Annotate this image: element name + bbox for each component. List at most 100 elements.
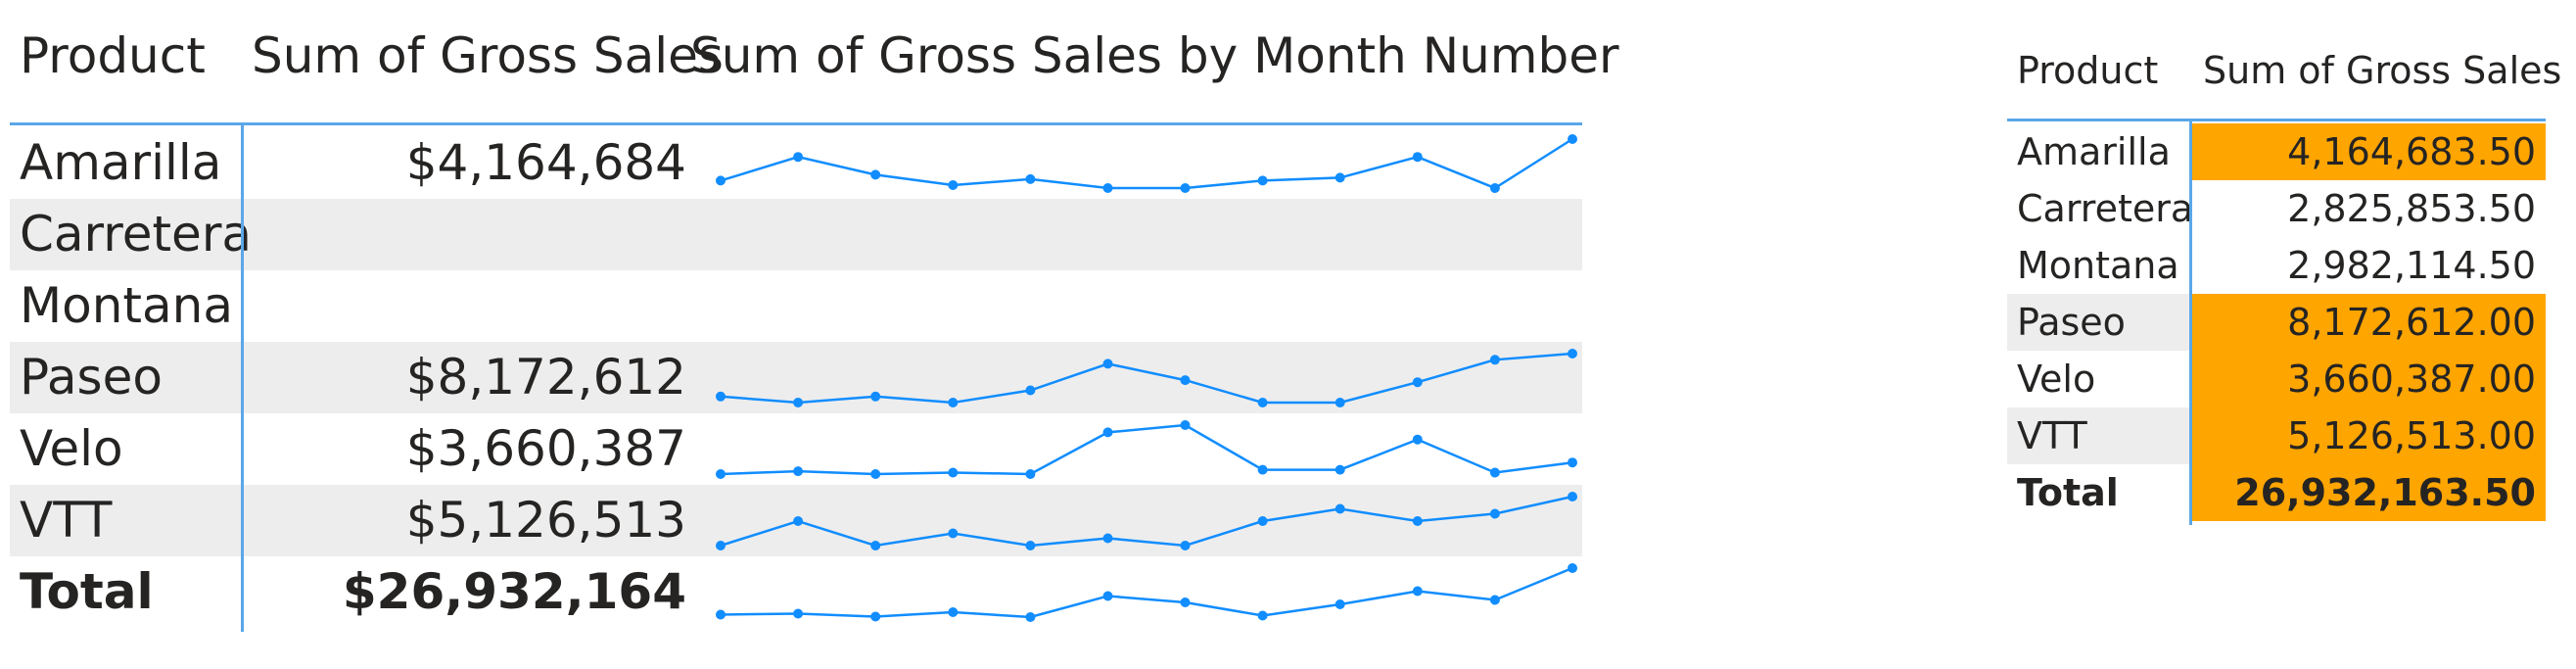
sparkline[interactable]: [711, 485, 1582, 556]
gross-sales-cell: $8,172,612: [245, 342, 686, 413]
sparkline-table: Product Sum of Gross Sales Sum of Gross …: [10, 0, 1582, 669]
product-cell: Carretera: [2007, 180, 2189, 237]
sparkline-point: [870, 469, 880, 479]
column-header-sum-of-gross-sales[interactable]: Sum of Gross Sales: [252, 27, 724, 84]
sparkline-line: [721, 425, 1572, 474]
total-row[interactable]: Total 26,932,163.50: [2007, 464, 2546, 521]
column-header-product[interactable]: Product: [2017, 49, 2158, 92]
header-divider: [2007, 119, 2546, 121]
sparkline-point: [1103, 358, 1113, 368]
table-row[interactable]: Velo 3,660,387.00: [2007, 351, 2546, 407]
header-divider: [10, 122, 1582, 125]
sparkline-point: [1490, 183, 1500, 193]
sparkline-line: [721, 497, 1572, 546]
sparkline-point: [716, 541, 726, 550]
gross-sales-cell: [245, 199, 686, 270]
highlighted-sales-cell: 8,172,612.00: [2192, 294, 2546, 351]
sparkline-point: [793, 516, 803, 526]
sparkline-point: [1258, 516, 1268, 526]
sparkline-point: [793, 466, 803, 476]
conditional-format-table: Product Sum of Gross Sales Amarilla 4,164…: [2007, 0, 2546, 669]
product-cell: Paseo: [2007, 294, 2189, 351]
table-row[interactable]: Paseo 8,172,612.00: [2007, 294, 2546, 351]
product-cell: Velo: [20, 413, 123, 485]
column-divider: [241, 122, 244, 632]
product-cell: Amarilla: [2007, 123, 2189, 180]
sparkline-point: [870, 392, 880, 402]
product-cell: Montana: [20, 270, 233, 342]
table-row[interactable]: Velo $3,660,387: [10, 413, 1582, 485]
table-row[interactable]: VTT $5,126,513: [10, 485, 1582, 556]
sparkline-point: [1181, 541, 1191, 550]
sparkline-point: [1258, 611, 1268, 621]
sparkline[interactable]: [711, 556, 1582, 628]
sparkline-point: [1568, 457, 1577, 467]
sparkline-point: [948, 607, 958, 617]
highlighted-sales-cell: 5,126,513.00: [2192, 407, 2546, 464]
total-row[interactable]: Total $26,932,164: [10, 556, 1582, 628]
sparkline-point: [870, 541, 880, 550]
sparkline-point: [716, 175, 726, 185]
sparkline-point: [1335, 504, 1345, 514]
sparkline-point: [1258, 175, 1268, 185]
sparkline-point: [1258, 465, 1268, 475]
sparkline-point: [1025, 612, 1035, 622]
gross-sales-cell: 2,982,114.50: [2192, 237, 2546, 294]
table-row[interactable]: Amarilla $4,164,684: [10, 127, 1582, 199]
sparkline-point: [1413, 435, 1423, 445]
sparkline-point: [1103, 427, 1113, 437]
table-row[interactable]: Montana 2,982,114.50: [2007, 237, 2546, 294]
sparkline-line: [721, 354, 1572, 403]
sparkline[interactable]: [711, 127, 1582, 199]
product-cell: Montana: [2007, 237, 2189, 294]
table-row[interactable]: Carretera: [10, 199, 1582, 270]
product-cell: Total: [20, 556, 154, 628]
product-cell: Amarilla: [20, 127, 221, 199]
sparkline-point: [1568, 134, 1577, 144]
sparkline-point: [948, 180, 958, 190]
sparkline-line: [721, 139, 1572, 188]
product-cell: VTT: [2007, 407, 2189, 464]
product-cell: VTT: [20, 485, 112, 556]
sparkline-point: [716, 392, 726, 402]
sparkline-point: [1568, 492, 1577, 502]
sparkline-point: [1025, 174, 1035, 184]
table-row[interactable]: Carretera 2,825,853.50: [2007, 180, 2546, 237]
sparkline[interactable]: [711, 342, 1582, 413]
sparkline-point: [716, 610, 726, 620]
column-header-sum-of-gross-sales[interactable]: Sum of Gross Sales: [2203, 49, 2561, 92]
sparkline-point: [793, 398, 803, 407]
sparkline-point: [1413, 587, 1423, 597]
table-row[interactable]: Montana: [10, 270, 1582, 342]
sparkline-point: [1181, 597, 1191, 607]
sparkline[interactable]: [711, 413, 1582, 485]
sparkline-point: [948, 529, 958, 539]
product-cell: Velo: [2007, 351, 2189, 407]
sparkline-point: [1103, 592, 1113, 601]
column-header-product[interactable]: Product: [20, 27, 206, 84]
highlighted-sales-cell: 3,660,387.00: [2192, 351, 2546, 407]
sparkline-point: [1413, 152, 1423, 162]
product-cell: Carretera: [20, 199, 252, 270]
table-row[interactable]: VTT 5,126,513.00: [2007, 407, 2546, 464]
sparkline-point: [870, 169, 880, 179]
sparkline-point: [1103, 183, 1113, 193]
product-cell: Total: [2007, 464, 2189, 521]
column-header-sparkline[interactable]: Sum of Gross Sales by Month Number: [690, 27, 1619, 84]
sparkline-point: [870, 612, 880, 622]
sparkline-point: [1181, 183, 1191, 193]
sparkline-point: [1025, 386, 1035, 396]
sparkline-point: [716, 469, 726, 479]
sparkline-point: [948, 398, 958, 407]
gross-sales-cell: $26,932,164: [245, 556, 686, 628]
sparkline-point: [1335, 465, 1345, 475]
sparkline-point: [1335, 172, 1345, 182]
sparkline-point: [1025, 469, 1035, 479]
table-row[interactable]: Amarilla 4,164,683.50: [2007, 123, 2546, 180]
gross-sales-cell: $3,660,387: [245, 413, 686, 485]
gross-sales-cell: [245, 270, 686, 342]
sparkline-point: [1181, 375, 1191, 385]
table-row[interactable]: Paseo $8,172,612: [10, 342, 1582, 413]
sparkline-point: [1335, 398, 1345, 407]
sparkline-point: [1335, 599, 1345, 609]
